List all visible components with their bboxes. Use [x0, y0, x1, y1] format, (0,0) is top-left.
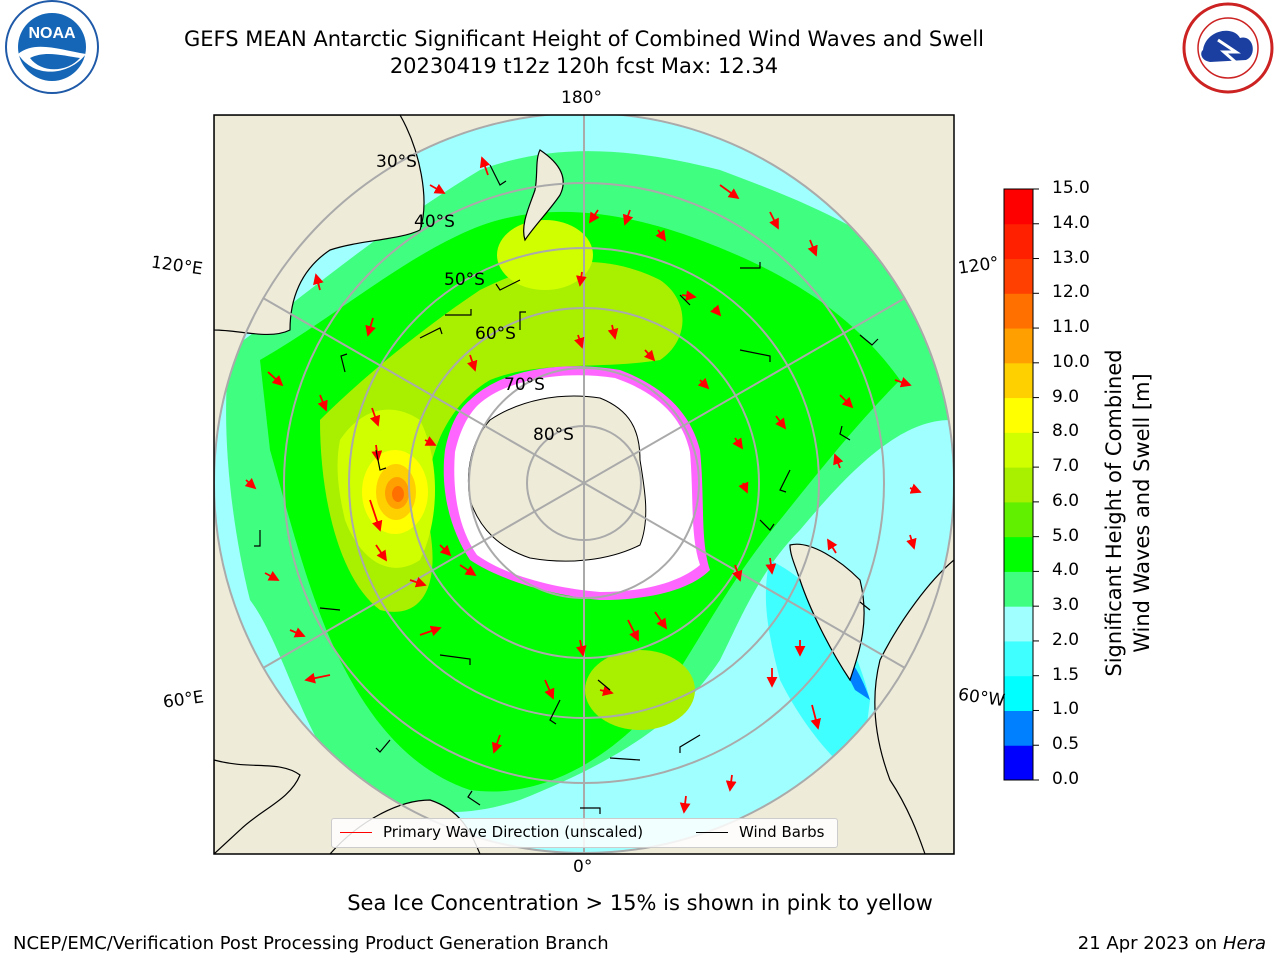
- colorbar-tick-label: 4.0: [1052, 560, 1080, 581]
- colorbar-tick-label: 12.0: [1052, 282, 1090, 303]
- colorbar-tick-label: 7.0: [1052, 456, 1080, 477]
- colorbar-tick-label: 1.0: [1052, 699, 1080, 720]
- wave-north-peak: [497, 220, 593, 290]
- colorbar-segment: [1004, 501, 1033, 538]
- colorbar-frame: [1003, 188, 1034, 781]
- lon-label-top: 180°: [561, 88, 602, 108]
- colorbar-tick-label: 13.0: [1052, 247, 1090, 268]
- noaa-logo: NOAA: [5, 0, 99, 94]
- graticule: [214, 115, 954, 854]
- wave-arrows: [244, 156, 922, 814]
- colorbar-segment: [1004, 328, 1033, 364]
- colorbar-label-line2: Wind Waves and Swell [m]: [1130, 373, 1154, 653]
- colorbar-tick-label: 15.0: [1052, 178, 1090, 198]
- title-line2: 20230419 t12z 120h fcst Max: 12.34: [389, 54, 779, 78]
- footer-host: Hera: [1222, 933, 1266, 954]
- wave-max: [392, 486, 404, 502]
- colorbar: [1003, 188, 1039, 781]
- colorbar-segment: [1004, 223, 1033, 260]
- lon-label-bottom: 0°: [573, 857, 593, 877]
- colorbar-segment: [1004, 293, 1033, 329]
- colorbar-tick-label: 8.0: [1052, 421, 1080, 442]
- antarctica: [467, 395, 647, 562]
- footer-date: 21 Apr 2023 on Hera: [1078, 933, 1266, 954]
- nws-logo: [1182, 2, 1274, 94]
- colorbar-segment: [1004, 571, 1033, 607]
- map-frame: [213, 114, 955, 855]
- map-legend: Primary Wave Direction (unscaled) Wind B…: [331, 818, 838, 848]
- colorbar-tick-label: 5.0: [1052, 525, 1080, 546]
- colorbar-segment: [1004, 640, 1033, 677]
- lat-label-40: 40°S: [414, 212, 455, 232]
- wave-legend-line: [340, 832, 372, 833]
- lat-label-50: 50°S: [444, 270, 485, 290]
- svg-text:NOAA: NOAA: [28, 25, 76, 42]
- colorbar-tick-label: 14.0: [1052, 212, 1090, 233]
- wind-legend-line: [696, 832, 728, 833]
- colorbar-segment: [1004, 675, 1033, 711]
- colorbar-tick-label: 0.5: [1052, 734, 1080, 755]
- lat-label-60: 60°S: [475, 324, 516, 344]
- wind-legend-label: Wind Barbs: [739, 823, 825, 841]
- colorbar-tick-label: 2.0: [1052, 629, 1080, 650]
- lat-label-30: 30°S: [376, 152, 417, 172]
- footer-date-text: 21 Apr 2023 on: [1077, 933, 1223, 954]
- colorbar-segment: [1004, 606, 1033, 642]
- wind-barbs: [254, 164, 879, 814]
- colorbar-tick-label: 6.0: [1052, 490, 1080, 511]
- colorbar-segment: [1004, 432, 1033, 468]
- lat-label-80: 80°S: [533, 425, 574, 445]
- wave-south-peak: [585, 650, 695, 730]
- colorbar-tick-label: 10.0: [1052, 351, 1090, 372]
- lat-label-70: 70°S: [504, 375, 545, 395]
- colorbar-tick-label: 1.5: [1052, 664, 1080, 685]
- colorbar-tick-label: 11.0: [1052, 317, 1090, 338]
- wave-legend-label: Primary Wave Direction (unscaled): [383, 823, 644, 841]
- colorbar-segment: [1004, 467, 1033, 503]
- colorbar-segment: [1004, 745, 1033, 781]
- colorbar-label-line1: Significant Height of Combined: [1102, 349, 1126, 677]
- colorbar-tick-label: 0.0: [1052, 769, 1080, 789]
- title-line1: GEFS MEAN Antarctic Significant Height o…: [183, 27, 985, 51]
- colorbar-tick-label: 3.0: [1052, 595, 1080, 616]
- footer-credit: NCEP/EMC/Verification Post Processing Pr…: [13, 933, 609, 954]
- colorbar-segment: [1004, 362, 1033, 399]
- colorbar-segment: [1004, 397, 1033, 433]
- colorbar-segment: [1004, 258, 1033, 294]
- colorbar-segment: [1004, 710, 1033, 746]
- colorbar-tick-label: 9.0: [1052, 386, 1080, 407]
- ice-note: Sea Ice Concentration > 15% is shown in …: [347, 891, 933, 915]
- colorbar-segment: [1004, 189, 1033, 225]
- colorbar-segment: [1004, 536, 1033, 572]
- colorbar-label: Significant Height of Combined Wind Wave…: [1100, 303, 1156, 723]
